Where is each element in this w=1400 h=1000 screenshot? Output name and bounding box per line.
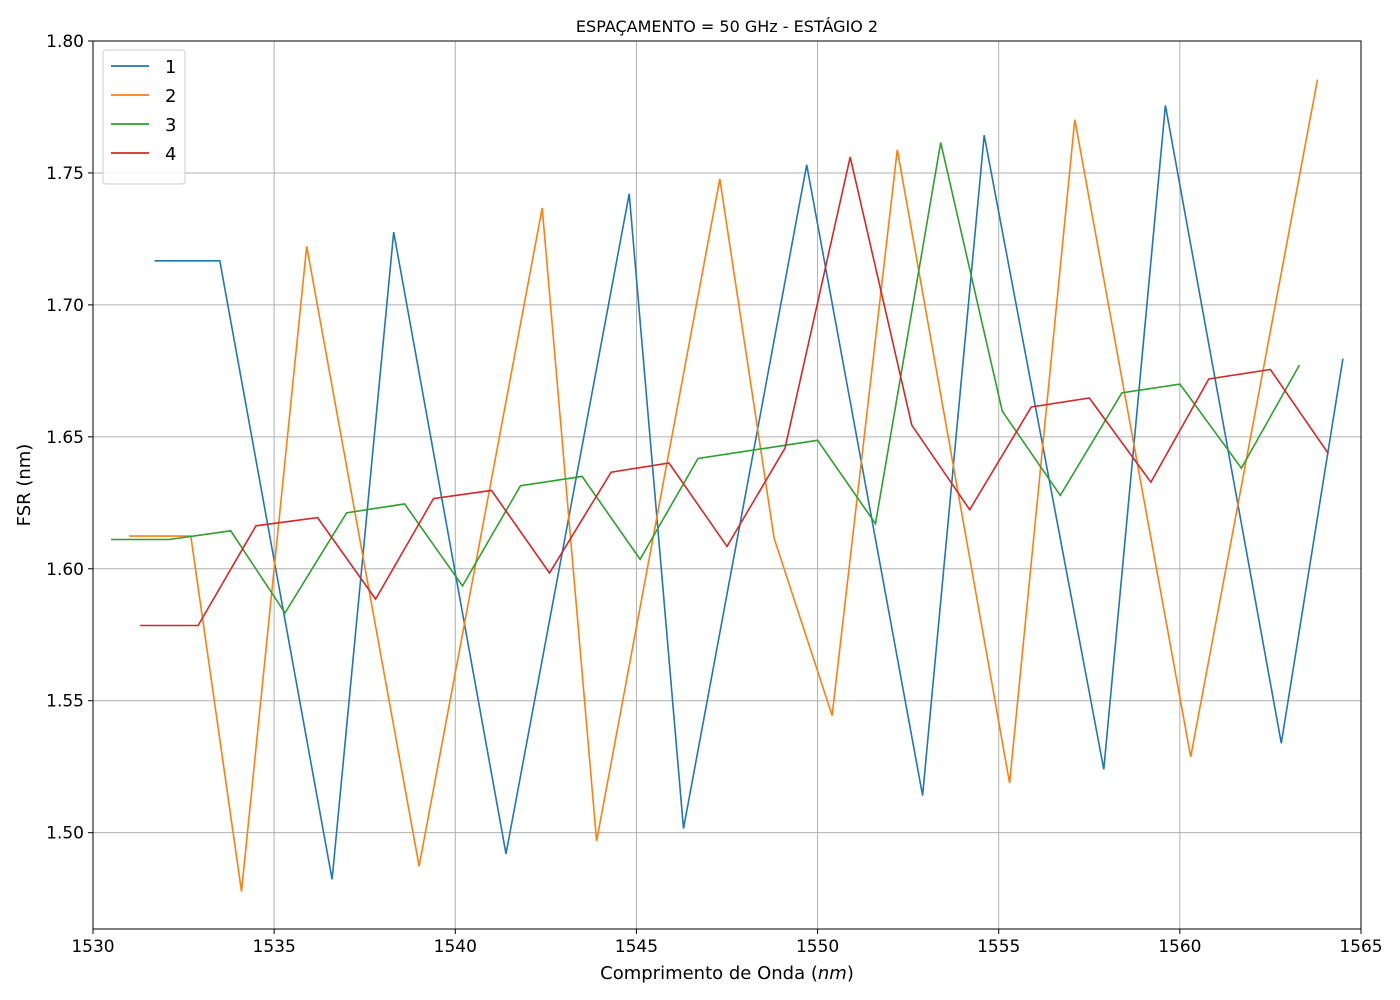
x-tick-label: 1530 (71, 937, 114, 957)
x-axis-label-close: ) (847, 963, 854, 984)
y-tick-label: 1.75 (46, 164, 84, 184)
x-axis-label-unit: nm (818, 963, 847, 984)
x-tick-label: 1555 (977, 937, 1020, 957)
legend-box (102, 49, 186, 185)
y-tick-label: 1.50 (46, 824, 84, 844)
y-tick-label: 1.65 (46, 428, 84, 448)
x-tick-label: 1535 (253, 937, 296, 957)
legend-label-2: 2 (165, 86, 176, 107)
grid-layer (92, 40, 1362, 929)
legend-label-1: 1 (165, 57, 176, 78)
x-tick-label: 1565 (1339, 937, 1382, 957)
y-tick-label: 1.55 (46, 692, 84, 712)
x-tick-label: 1550 (796, 937, 839, 957)
x-tick-label: 1540 (434, 937, 477, 957)
series-3-line (111, 142, 1301, 615)
legend: 1 2 3 4 (102, 49, 186, 185)
y-tick-label: 1.80 (46, 32, 84, 52)
legend-label-4: 4 (165, 144, 176, 165)
chart-title: ESPAÇAMENTO = 50 GHz - ESTÁGIO 2 (576, 17, 878, 36)
y-tick-label: 1.60 (46, 560, 84, 580)
series-2-line (129, 79, 1319, 892)
plot-frame (92, 40, 1362, 930)
series-1-line (154, 105, 1344, 880)
x-tick-label: 1545 (615, 937, 658, 957)
y-tick-label: 1.70 (46, 296, 84, 316)
tick-layer: 1530 1535 1540 1545 1550 1555 1560 1565 1.50 1.55… (46, 32, 1382, 957)
y-axis-label: FSR (nm) (14, 444, 35, 527)
series-layer (111, 79, 1344, 892)
x-axis-label: Comprimento de Onda (nm) (600, 963, 854, 984)
series-4-line (140, 156, 1330, 627)
x-axis-label-main: Comprimento de Onda ( (600, 963, 818, 984)
x-tick-label: 1560 (1158, 937, 1201, 957)
legend-label-3: 3 (165, 115, 176, 136)
